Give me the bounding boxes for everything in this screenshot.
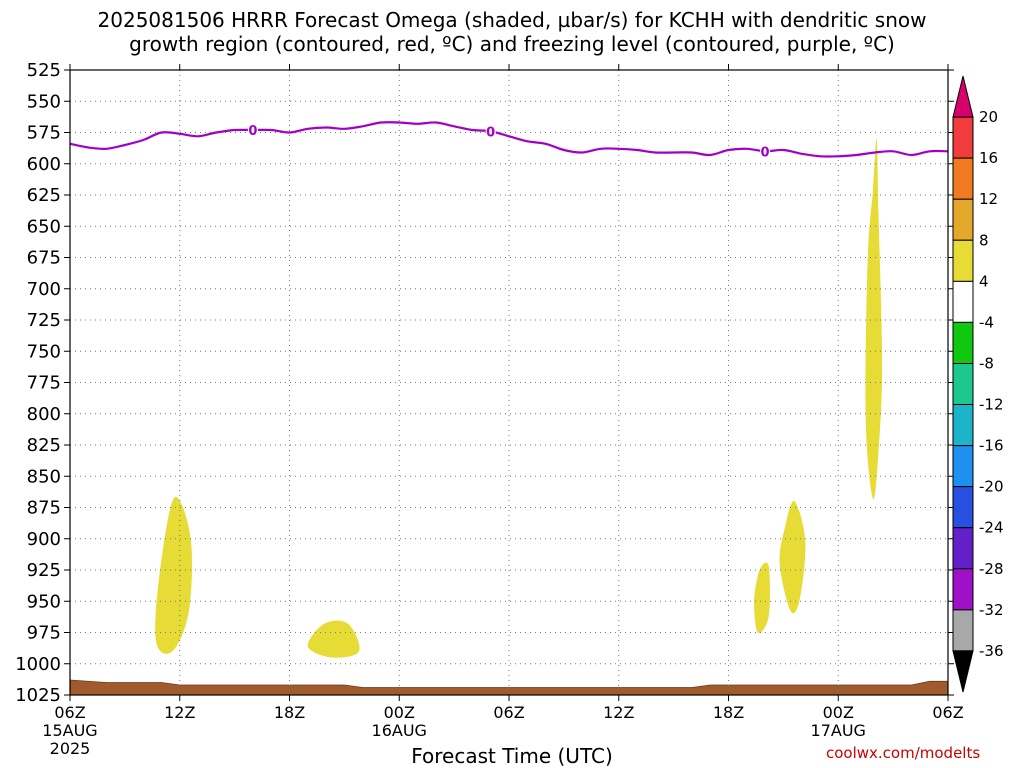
x-tick-label: 12Z [164, 703, 195, 722]
x-axis-label: Forecast Time (UTC) [411, 744, 613, 768]
plot-area [70, 70, 948, 695]
colorbar-segment [952, 239, 974, 282]
y-tick-label: 675 [27, 248, 61, 269]
surface-terrain [69, 679, 949, 696]
omega-region-2 [307, 620, 360, 658]
y-tick-label: 600 [27, 154, 61, 175]
x-tick-label: 06Z [54, 703, 85, 722]
y-tick-label: 550 [27, 91, 61, 112]
colorbar-label: -16 [979, 437, 1004, 455]
colorbar-label: 20 [979, 108, 998, 126]
omega-region-4 [779, 500, 806, 614]
colorbar-segment [952, 486, 974, 529]
chart-title-line2: growth region (contoured, red, ºC) and f… [129, 32, 895, 56]
colorbar-label: -4 [979, 313, 994, 331]
colorbar-segment [952, 157, 974, 200]
y-tick-label: 900 [27, 529, 61, 550]
y-tick-label: 650 [27, 216, 61, 237]
colorbar-label: 8 [979, 231, 989, 249]
x-tick-label: 18Z [713, 703, 744, 722]
freezing-level-label-bg [247, 122, 258, 138]
y-tick-label: 825 [27, 435, 61, 456]
colorbar-segment [952, 321, 974, 364]
y-tick-label: 625 [27, 185, 61, 206]
colorbar-segment [952, 116, 974, 159]
credit-text: coolwx.com/modelts [826, 744, 981, 762]
colorbar-label: 4 [979, 272, 989, 290]
freezing-level-label: 0 [486, 125, 495, 140]
colorbar-segment [952, 650, 974, 693]
omega-region-5 [865, 138, 883, 500]
y-tick-label: 1000 [15, 654, 61, 675]
colorbar-label: -32 [979, 601, 1004, 619]
x-tick-date-label: 17AUG [811, 721, 866, 740]
y-tick-label: 575 [27, 123, 61, 144]
x-tick-label: 18Z [274, 703, 305, 722]
freezing-level-label-bg [485, 123, 496, 140]
colorbar-label: -36 [979, 642, 1004, 660]
x-tick-label: 12Z [603, 703, 634, 722]
colorbar-segment [952, 404, 974, 447]
y-tick-label: 1025 [15, 685, 61, 706]
x-tick-label: 06Z [493, 703, 524, 722]
y-tick-label: 775 [27, 373, 61, 394]
colorbar-label: -12 [979, 396, 1004, 414]
colorbar-segment [952, 527, 974, 570]
y-tick-label: 725 [27, 310, 61, 331]
colorbar-segment [952, 198, 974, 241]
colorbar-segment [952, 568, 974, 611]
x-tick-year-label: 2025 [50, 739, 91, 758]
omega-region-3 [754, 562, 771, 633]
colorbar-label: -20 [979, 478, 1004, 496]
omega-region-1 [155, 496, 193, 654]
colorbar-segment [952, 609, 974, 652]
colorbar-segment [952, 445, 974, 488]
y-tick-label: 750 [27, 341, 61, 362]
colorbar-label: 12 [979, 190, 998, 208]
y-tick-label: 925 [27, 560, 61, 581]
x-tick-label: 06Z [932, 703, 963, 722]
y-tick-label: 875 [27, 498, 61, 519]
y-tick-label: 950 [27, 591, 61, 612]
freezing-level-label: 0 [761, 145, 770, 160]
colorbar-label: 16 [979, 149, 998, 167]
colorbar-label: -8 [979, 354, 994, 372]
colorbar-label: -24 [979, 519, 1004, 537]
x-tick-date-label: 15AUG [42, 721, 97, 740]
x-tick-date-label: 16AUG [372, 721, 427, 740]
freezing-level-label: 0 [248, 124, 257, 139]
y-tick-label: 800 [27, 404, 61, 425]
colorbar-segment [952, 280, 974, 323]
y-tick-label: 700 [27, 279, 61, 300]
x-tick-label: 00Z [384, 703, 415, 722]
colorbar-segment [952, 362, 974, 406]
freezing-level-line [69, 121, 949, 158]
colorbar-segment [952, 75, 974, 118]
y-tick-label: 525 [27, 60, 61, 81]
y-tick-label: 850 [27, 466, 61, 487]
chart-title-line1: 2025081506 HRRR Forecast Omega (shaded, … [97, 8, 927, 32]
x-tick-label: 00Z [823, 703, 854, 722]
chart-title: 2025081506 HRRR Forecast Omega (shaded, … [0, 8, 1024, 56]
colorbar-label: -28 [979, 560, 1004, 578]
freezing-level-label-bg [760, 143, 771, 160]
y-tick-label: 975 [27, 623, 61, 644]
